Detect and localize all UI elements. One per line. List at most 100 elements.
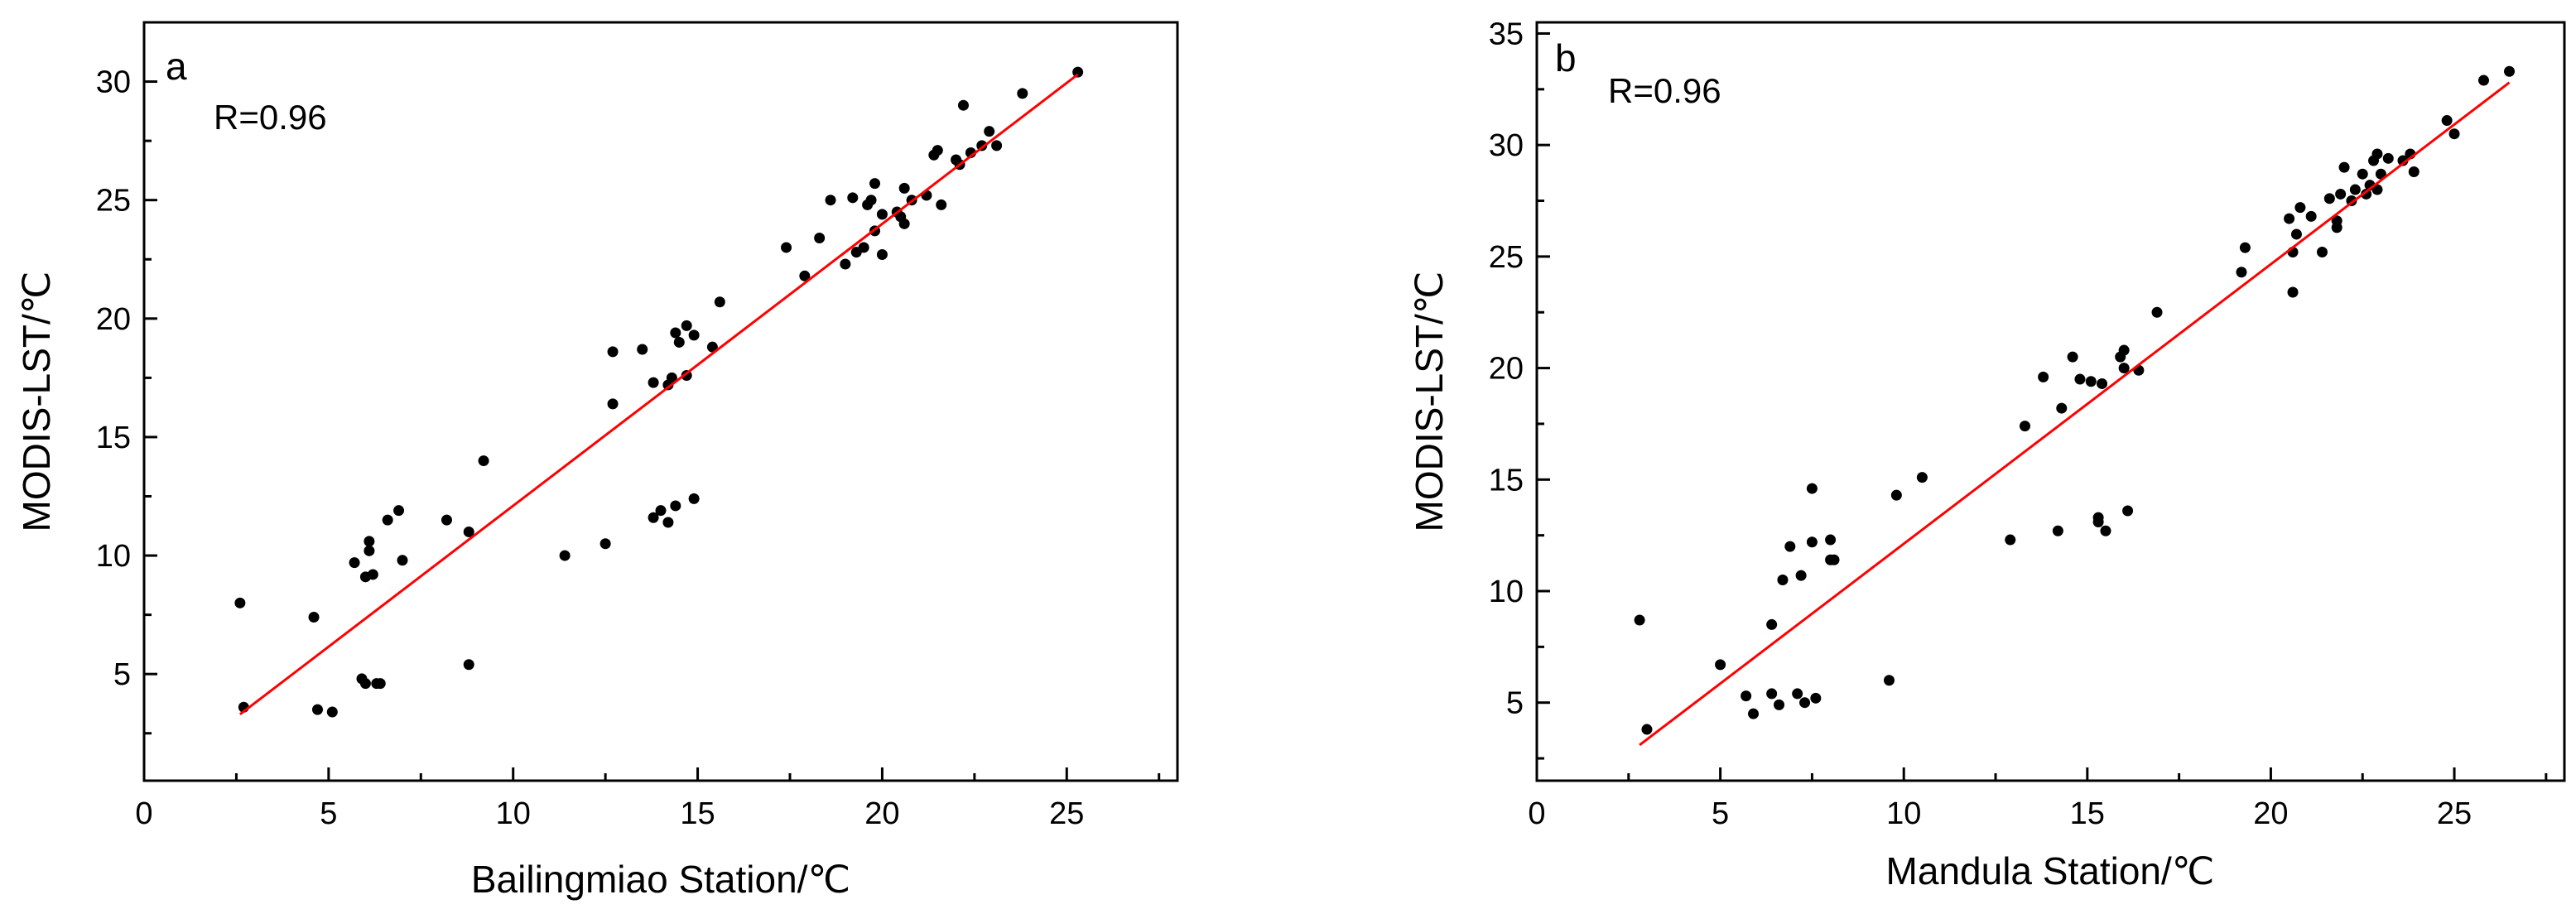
data-point-a (441, 514, 452, 526)
data-point-b (2067, 351, 2078, 363)
data-point-b (2287, 286, 2299, 298)
data-point-b (1766, 688, 1778, 700)
data-point-a (706, 341, 718, 353)
panel-label-a: a (166, 45, 187, 88)
data-point-b (2477, 75, 2489, 86)
data-point-b (2097, 378, 2108, 389)
data-point-a (688, 329, 700, 341)
data-point-b (1828, 554, 1840, 565)
data-point-b (2236, 267, 2247, 278)
plot-frame-b (1535, 21, 2566, 782)
data-point-a (478, 455, 489, 467)
data-point-b (2371, 148, 2383, 160)
data-point-a (714, 296, 725, 308)
x-tick-label-a: 20 (864, 796, 899, 831)
x-tick-label-a: 5 (320, 796, 337, 831)
data-point-b (1784, 541, 1796, 552)
data-point-a (858, 242, 869, 253)
data-point-b (1747, 708, 1759, 719)
r-annotation-a: R=0.96 (214, 98, 327, 137)
data-point-a (876, 209, 888, 220)
data-point-b (2290, 228, 2302, 240)
data-point-b (2118, 344, 2130, 356)
data-point-a (957, 99, 969, 111)
panel-label-b: b (1555, 36, 1577, 79)
regression-line-a (238, 73, 1079, 716)
data-point-b (2375, 168, 2386, 180)
data-point-b (1777, 575, 1789, 586)
x-tick-label-b: 0 (1528, 796, 1545, 831)
y-tick-label-a: 15 (96, 421, 131, 455)
data-point-a (847, 192, 859, 204)
data-point-b (1806, 483, 1818, 494)
data-point-a (984, 126, 995, 137)
data-point-b (1766, 618, 1778, 630)
data-point-b (1641, 724, 1653, 735)
data-point-b (1806, 536, 1818, 548)
y-axis-label-a: MODIS-LST/℃ (15, 272, 58, 532)
data-point-a (648, 377, 659, 388)
data-point-a (382, 514, 393, 526)
x-tick-label-b: 20 (2253, 796, 2288, 831)
y-axis-label-b: MODIS-LST/℃ (1408, 272, 1451, 532)
data-point-b (1916, 472, 1928, 483)
data-point-b (1715, 659, 1726, 671)
data-point-a (637, 344, 648, 355)
data-point-a (991, 140, 1003, 152)
regression-line-b (1639, 81, 2511, 747)
data-point-a (326, 706, 338, 718)
x-tick-label-a: 15 (680, 796, 715, 831)
data-point-a (393, 505, 405, 517)
data-point-a (607, 346, 619, 358)
data-point-b (2294, 202, 2306, 214)
data-point-b (2371, 184, 2383, 195)
data-point-b (2074, 373, 2086, 385)
plot-frame-a (142, 21, 1179, 782)
data-point-b (2005, 534, 2016, 546)
data-point-a (1017, 88, 1028, 99)
data-point-a (559, 550, 571, 561)
data-point-b (1890, 489, 1902, 501)
data-point-a (349, 557, 360, 569)
data-point-b (1825, 534, 1837, 546)
data-point-a (666, 372, 677, 383)
data-point-b (2038, 371, 2049, 382)
data-point-a (670, 327, 681, 339)
x-tick-label-b: 5 (1712, 796, 1729, 831)
x-tick-label-b: 15 (2070, 796, 2105, 831)
y-tick-label-b: 25 (1489, 240, 1524, 275)
y-tick-label-b: 35 (1489, 17, 1524, 51)
data-point-b (2052, 525, 2063, 536)
data-point-a (655, 505, 667, 517)
data-point-b (2504, 65, 2516, 77)
y-tick-label-a: 25 (96, 184, 131, 219)
data-point-b (2441, 115, 2453, 127)
data-point-a (1072, 66, 1084, 78)
data-point-a (367, 569, 378, 580)
data-point-b (2085, 376, 2097, 387)
x-axis-label-b: Mandula Station/℃ (1886, 849, 2215, 892)
data-point-b (1799, 697, 1811, 709)
data-point-a (681, 320, 692, 331)
data-point-a (311, 704, 323, 715)
data-point-b (2118, 363, 2130, 374)
data-point-a (308, 611, 320, 623)
data-point-b (2122, 505, 2134, 517)
data-point-a (840, 258, 851, 270)
r-annotation-b: R=0.96 (1608, 71, 1721, 110)
data-point-a (670, 500, 681, 512)
data-point-b (1795, 570, 1807, 581)
x-tick-label-a: 0 (135, 796, 152, 831)
x-axis-label-a: Bailingmiao Station/℃ (471, 858, 850, 901)
data-point-a (688, 493, 700, 504)
data-point-a (865, 195, 877, 206)
data-point-b (2448, 128, 2460, 140)
data-point-b (2323, 193, 2335, 204)
x-tick-label-b: 25 (2437, 796, 2472, 831)
data-point-a (364, 536, 375, 547)
data-point-b (2284, 213, 2295, 224)
data-point-b (1634, 614, 1645, 626)
data-point-b (2397, 155, 2409, 166)
data-point-a (799, 270, 811, 281)
